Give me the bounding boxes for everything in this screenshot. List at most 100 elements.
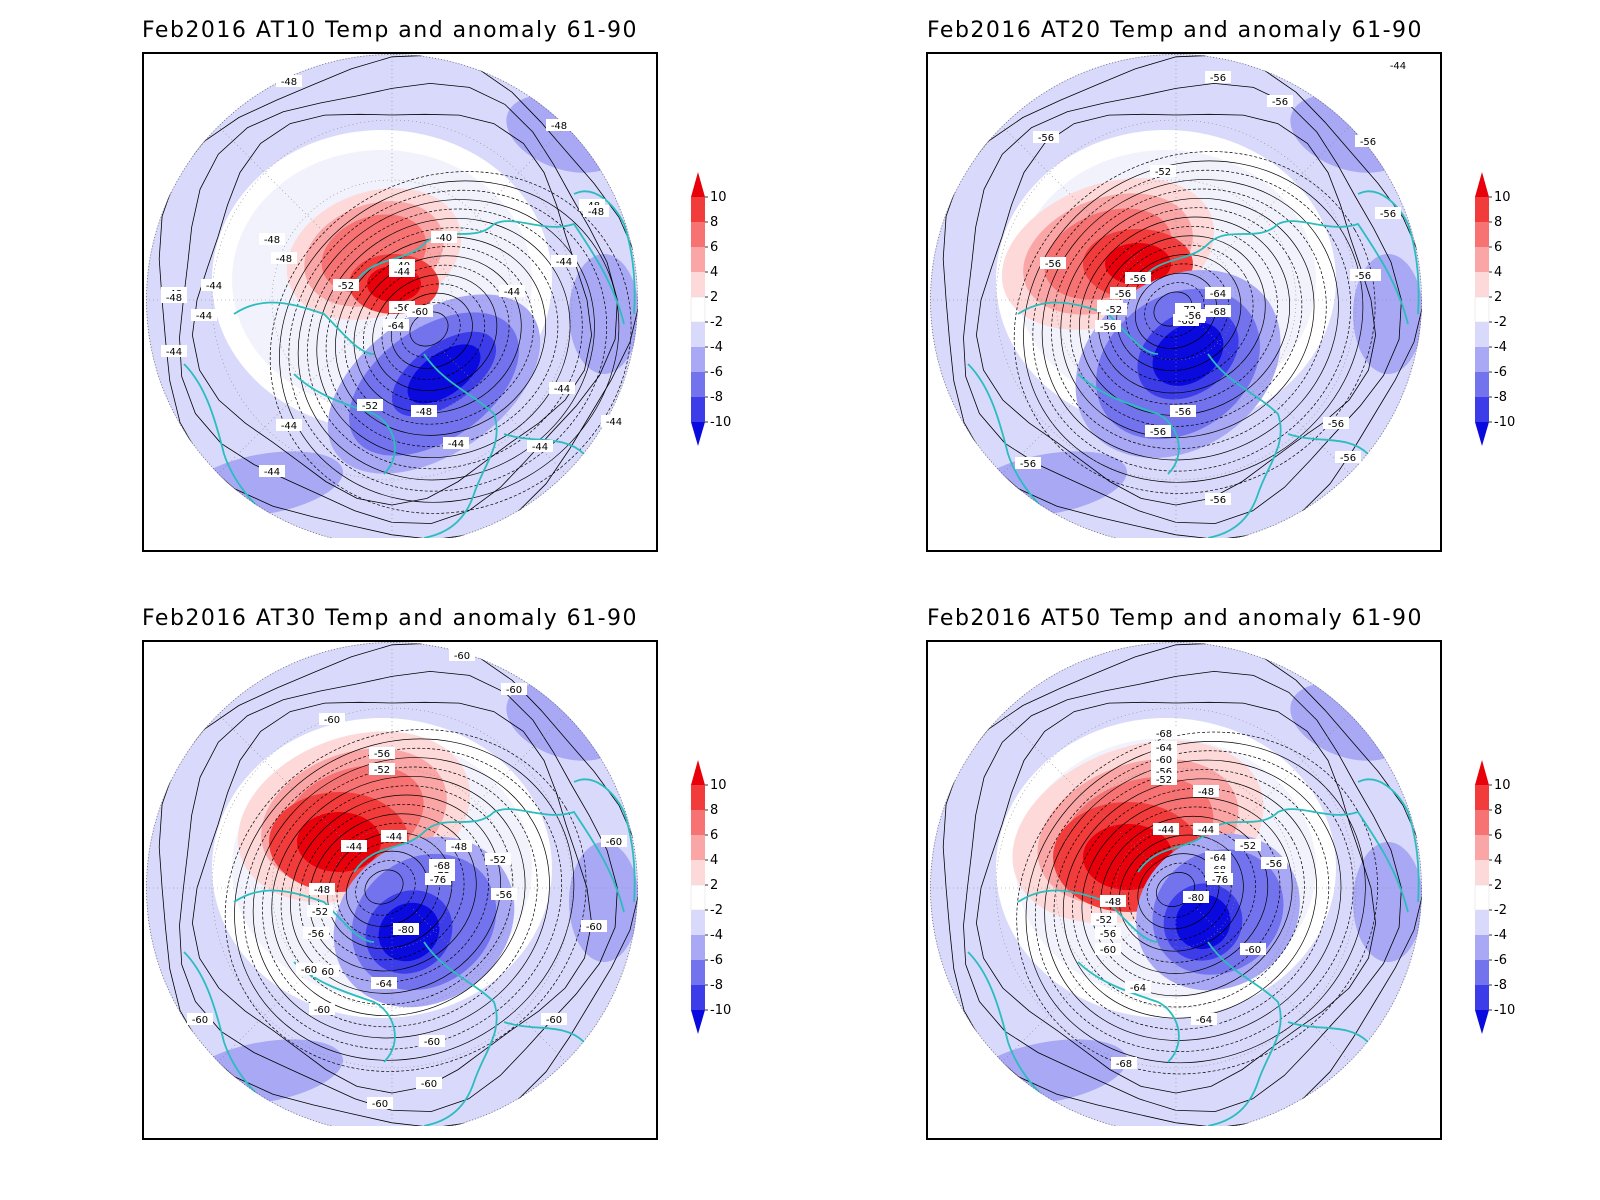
longitude-line — [413, 909, 567, 1063]
warm-anomaly — [297, 812, 381, 872]
colorbar-label: -2 — [710, 903, 723, 918]
contour-label-bg — [1145, 425, 1171, 437]
temperature-contour — [1072, 787, 1305, 1008]
contour-label: -44 — [341, 840, 367, 853]
temperature-contour — [1060, 197, 1315, 438]
contour-label-text: -48 — [264, 235, 280, 246]
coastline — [573, 778, 636, 903]
contour-label-text: -60 — [606, 837, 622, 848]
contour-label-bg — [371, 977, 397, 989]
contour-label-text: -56 — [496, 890, 512, 901]
contour-label-bg — [527, 440, 553, 452]
coastline — [1077, 961, 1180, 1063]
colorbar-label: 8 — [1494, 215, 1502, 230]
contour-label: -60 — [1095, 943, 1121, 956]
contour-label-bg — [449, 649, 475, 661]
contour-label-bg — [1267, 95, 1293, 107]
colorbar-segment — [691, 272, 705, 297]
contour-label: -48 — [546, 119, 572, 132]
contour-label-text: -56 — [1272, 97, 1288, 108]
colorbar-segment — [691, 985, 705, 1010]
colorbar-arrow-down — [691, 1010, 705, 1034]
contour-label-text: -60 — [424, 1037, 440, 1048]
colorbar-segment — [1474, 296, 1490, 323]
colorbar-segment — [691, 222, 705, 247]
contour-label: -48 — [1193, 785, 1219, 798]
temperature-contour — [290, 794, 502, 994]
contour-label-text: -48 — [416, 407, 432, 418]
contour-label-bg — [309, 883, 335, 895]
contour-label: -60 — [541, 1013, 567, 1026]
contour-label: -56 — [1205, 493, 1231, 506]
contour-label: -52 — [485, 853, 511, 866]
colorbar-segment — [1475, 935, 1489, 960]
colorbar-legend: 10 8 6 4 2 -2 -4 -6 -8 -10 — [1472, 172, 1532, 456]
contour-label-bg — [411, 405, 437, 417]
contour-label-bg — [393, 923, 419, 935]
contour-label-text: -56 — [1328, 419, 1344, 430]
colorbar-segment — [691, 960, 705, 985]
contour-label: -60 — [449, 649, 475, 662]
colorbar-label: 6 — [1494, 828, 1502, 843]
colorbar-segment — [1475, 197, 1489, 222]
map-content — [930, 642, 1422, 1126]
contour-label: -56 — [369, 747, 395, 760]
panel-title: Feb2016 AT10 Temp and anomaly 61-90 — [141, 18, 639, 43]
contour-label-text: -60 — [314, 1005, 330, 1016]
contour-label: -48 — [1100, 895, 1126, 908]
contour-label-bg — [416, 1077, 442, 1089]
contour-label-bg — [1151, 727, 1177, 739]
contour-label-bg — [431, 231, 457, 243]
contour-label-text: -68 — [1156, 729, 1172, 740]
contour-label: -68 — [1151, 727, 1177, 740]
contour-label-text: -48 — [166, 293, 182, 304]
contour-label-text: -52 — [1240, 841, 1256, 852]
contour-label-bg — [307, 905, 333, 917]
contour-label-bg — [425, 873, 451, 885]
contour-label: -60 — [319, 713, 345, 726]
colorbar-segment — [1475, 247, 1489, 272]
contour-label-bg — [1261, 857, 1287, 869]
contour-label-text: -60 — [192, 1015, 208, 1026]
contour-label-bg — [419, 1035, 445, 1047]
contour-label-bg — [491, 888, 517, 900]
contour-label-bg — [259, 465, 285, 477]
contour-label-bg — [389, 265, 415, 277]
temperature-contour — [1097, 235, 1266, 394]
contour-label-bg — [485, 853, 511, 865]
colorbar-label: 6 — [1494, 240, 1502, 255]
contour-label: -48 — [271, 252, 297, 265]
contour-label: -56 — [1335, 451, 1361, 464]
contour-label-bg — [271, 252, 297, 264]
colorbar-label: 8 — [710, 803, 718, 818]
contour-label-bg — [1100, 895, 1126, 907]
contour-label-text: -44 — [1158, 825, 1174, 836]
contour-label: -56 — [1355, 135, 1381, 148]
cool-patch — [569, 254, 638, 374]
contour-label-text: -60 — [1100, 945, 1116, 956]
colorbar-label: 8 — [1494, 803, 1502, 818]
temperature-contour — [372, 274, 498, 392]
contour-label-text: -68 — [1210, 307, 1226, 318]
colorbar-legend: 10 8 6 4 2 -2 -4 -6 -8 -10 — [688, 760, 748, 1044]
colorbar-label: 2 — [1494, 878, 1502, 893]
contour-label-bg — [546, 119, 572, 131]
coastline — [573, 190, 636, 315]
temperature-contour — [364, 869, 404, 905]
contour-label-text: -44 — [206, 281, 222, 292]
contour-label-text: -60 — [506, 685, 522, 696]
colorbar-graphic: 10 8 6 4 2 -2 -4 -6 -8 -10 — [690, 760, 731, 1034]
contour-label: -44 — [551, 255, 577, 268]
contour-label: -80 — [1183, 891, 1209, 904]
temperature-contour — [1041, 179, 1339, 461]
contour-label-text: -56 — [1100, 929, 1116, 940]
colorbar-segment — [1475, 960, 1489, 985]
contour-label: -56 — [1095, 927, 1121, 940]
contour-label: -52 — [1150, 165, 1176, 178]
colorbar-segment — [1474, 884, 1490, 911]
contour-label-text: -48 — [588, 207, 604, 218]
contour-label-text: -60 — [1178, 316, 1194, 327]
colorbar-segment — [691, 835, 705, 860]
contour-label-text: -56 — [394, 303, 410, 314]
colorbar-segment — [1475, 910, 1489, 935]
